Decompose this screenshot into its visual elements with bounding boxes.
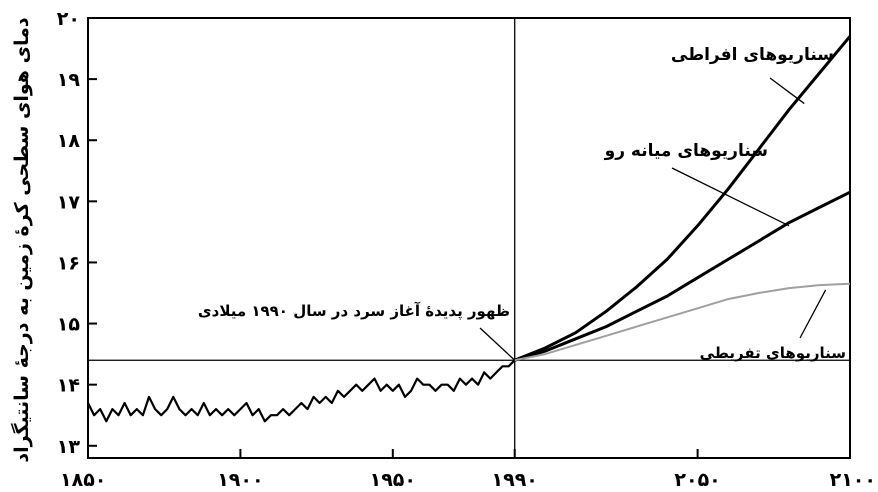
pointer-extreme — [769, 77, 805, 105]
series-extreme-line — [514, 35, 852, 362]
annotation-onset: ظهور پدیدهٔ آغاز سرد در سال ۱۹۹۰ میلادی — [198, 302, 510, 321]
series-minimal-line — [514, 282, 851, 362]
y-tick-label: ۲۰ — [57, 8, 80, 30]
y-tick-label: ۱۳ — [57, 436, 81, 458]
y-tick-label: ۱۴ — [57, 375, 80, 397]
annotation-minimal: سناریوهای تفریطی — [700, 344, 846, 362]
y-tick-label: ۱۷ — [57, 191, 81, 213]
x-tick-label: ۲۱۰۰ — [830, 469, 876, 491]
x-tick-label: ۱۹۵۰ — [370, 469, 416, 491]
annotation-extreme: سناریوهای افراطی — [671, 45, 834, 65]
x-tick-label: ۱۹۰۰ — [217, 469, 263, 491]
y-axis-label: دمای هوای سطحی کرهٔ زمین به درجهٔ سانتیگ… — [10, 17, 33, 463]
x-tick-label: ۱۹۹۰ — [492, 469, 538, 491]
y-tick-label: ۱۶ — [57, 252, 80, 274]
series-moderate-line — [514, 190, 851, 362]
series-historical-line — [87, 359, 516, 423]
annotation-moderate: سناریوهای میانه رو — [604, 141, 768, 161]
pointer-onset — [479, 327, 516, 361]
x-tick-label: ۱۸۵۰ — [60, 469, 106, 491]
y-tick-label: ۱۵ — [57, 314, 81, 336]
y-tick-label: ۱۹ — [57, 69, 81, 91]
y-tick-label: ۱۸ — [57, 130, 81, 152]
pointer-moderate — [671, 167, 790, 227]
plot-frame — [87, 17, 851, 459]
pointer-minimal — [799, 289, 827, 339]
x-tick-label: ۲۰۵۰ — [674, 469, 720, 491]
